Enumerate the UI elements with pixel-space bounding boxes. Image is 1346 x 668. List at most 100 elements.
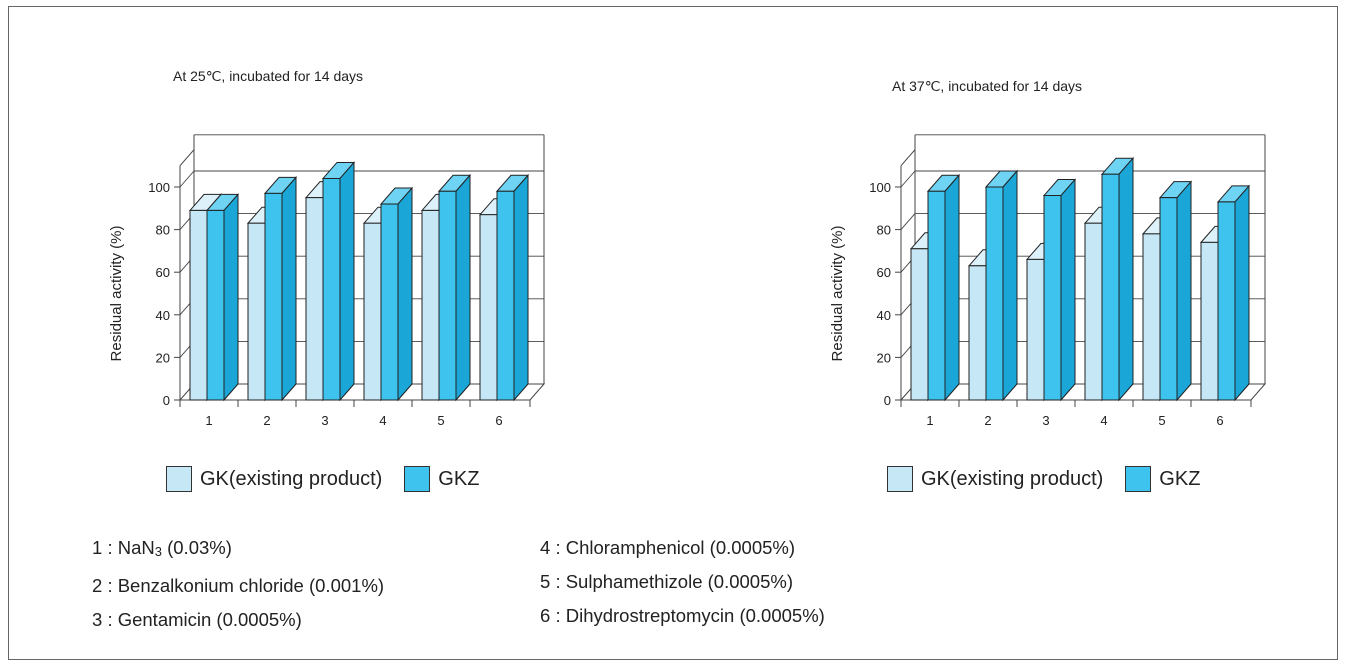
bar-front [189,209,208,401]
bar-front [968,265,987,401]
legend-swatch-gk [166,466,192,492]
bar-front [1200,241,1219,401]
bar-front [479,214,498,401]
x-tick-label: 5 [437,413,444,428]
legend-swatch-gkz [404,466,431,492]
bar-gkz [379,186,414,402]
bar-side [1002,169,1018,402]
y-tick-label: 20 [877,350,891,365]
note-5: 5 : Sulphamethizole (0.0005%) [540,571,793,592]
chart-1: 0 20 40 60 80 100 Residual activity (%) 1 2 3 4 5 6 [108,134,546,428]
bar-side [281,176,297,402]
x-tick-label: 1 [205,413,212,428]
y-tick-label: 40 [877,308,891,323]
bar-gkz [1216,184,1251,402]
wall-top-edge [900,149,916,167]
bar-front [1043,195,1062,401]
note-4: 4 : Chloramphenicol (0.0005%) [540,537,796,558]
note-1: 1 : NaN3 (0.03%) [92,537,232,559]
gridline-side [179,170,195,188]
y-tick-label: 80 [156,223,170,238]
bar-side [944,173,960,402]
bar-front [305,197,324,401]
notes-col-1: 1 : NaN3 (0.03%) 2 : Benzalkonium chlori… [92,531,384,637]
bar-front [1084,222,1103,401]
bar-gkz [263,176,298,402]
legend-label-gk: GK(existing product) [200,467,383,490]
bar-side [397,186,413,402]
bar-side [1234,184,1250,402]
bar-front [380,203,399,401]
bar-gkz [437,173,472,402]
note-2: 2 : Benzalkonium chloride (0.001%) [92,575,385,596]
bar-front [1026,258,1045,401]
chart-1-title: At 25℃, incubated for 14 days [173,68,364,84]
wall-top-edge [179,149,195,167]
figure-frame [8,6,1338,660]
y-tick-label: 100 [148,180,170,195]
x-tick-label: 1 [926,413,933,428]
bar-side [223,193,239,402]
x-tick-label: 3 [1042,413,1049,428]
bar-front [1142,233,1161,401]
chart-2-legend: GK(existing product) GKZ [887,466,1222,492]
y-tick-label: 60 [156,265,170,280]
bar-gkz [1100,156,1135,402]
bar-gkz [205,193,240,402]
chart-1-legend: GK(existing product) GKZ [166,466,501,492]
x-tick-label: 2 [984,413,991,428]
x-tick-label: 3 [321,413,328,428]
bar-front [985,186,1004,401]
bar-front [910,248,929,401]
bar-side [1060,178,1076,402]
bar-side [1176,180,1192,402]
bar-side [513,173,529,402]
y-tick-label: 40 [156,308,170,323]
bar-front [247,222,266,401]
x-tick-label: 4 [1100,413,1107,428]
bar-gkz [321,161,356,402]
y-axis-label: Residual activity (%) [829,226,846,362]
x-tick-label: 5 [1158,413,1165,428]
y-tick-label: 60 [877,265,891,280]
x-tick-label: 2 [263,413,270,428]
bar-side [339,161,355,402]
notes-col-2: 4 : Chloramphenicol (0.0005%) 5 : Sulpha… [540,531,825,633]
bar-gkz [1158,180,1193,402]
bar-front [1101,173,1120,401]
legend-label-gkz: GKZ [1159,467,1201,490]
bar-front [1159,197,1178,401]
legend-label-gkz: GKZ [438,467,480,490]
y-tick-label: 100 [869,180,891,195]
legend-label-gk: GK(existing product) [921,467,1104,490]
gridline-side [900,213,916,230]
chart-2: 0 20 40 60 80 100 Residual activity (%) 1 2 3 4 5 6 [829,134,1267,428]
note-3: 3 : Gentamicin (0.0005%) [92,609,302,630]
bar-front [438,190,457,401]
bar-front [322,177,341,401]
y-tick-label: 80 [877,223,891,238]
bar-front [496,190,515,401]
y-tick-label: 0 [884,393,891,408]
y-tick-label: 0 [163,393,170,408]
bar-gkz [984,169,1019,402]
chart-2-title: At 37℃, incubated for 14 days [892,78,1083,94]
bar-gkz [926,173,961,402]
y-axis-label: Residual activity (%) [108,226,125,362]
bar-front [264,192,283,401]
bar-front [927,190,946,401]
note-6: 6 : Dihydrostreptomycin (0.0005%) [540,605,825,626]
bar-front [206,209,225,401]
x-tick-label: 6 [495,413,502,428]
plot-area: 0 20 40 60 80 100 Residual activity (%) 1 2 3 4 5 6 [829,134,1267,428]
bar-side [455,173,471,402]
x-tick-label: 4 [379,413,386,428]
bar-front [1217,201,1236,401]
bar-front [421,209,440,401]
plot-area: 0 20 40 60 80 100 Residual activity (%) 1 2 3 4 5 6 [108,134,546,428]
legend-swatch-gk [887,466,913,492]
bar-side [1118,156,1134,402]
bar-front [363,222,382,401]
legend-swatch-gkz [1125,466,1152,492]
x-tick-label: 6 [1216,413,1223,428]
